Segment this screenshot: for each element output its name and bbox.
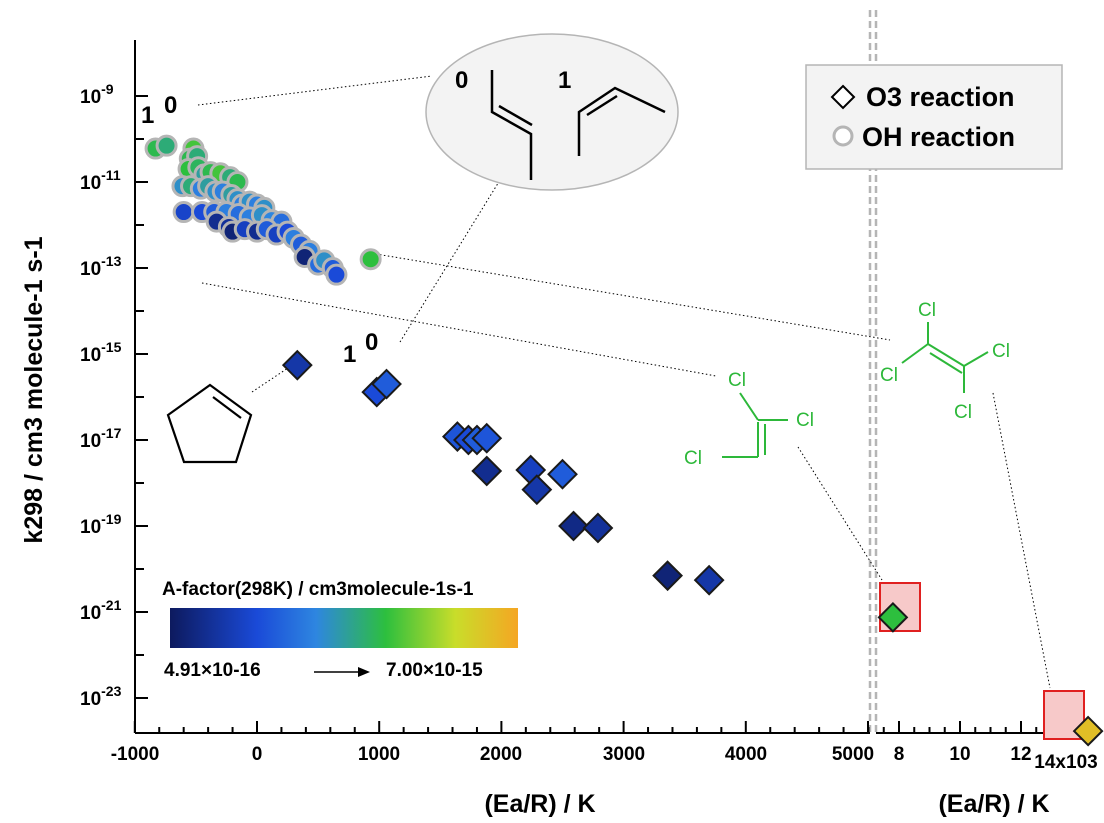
x-tick-label: 5000 [832, 744, 874, 765]
x-ticks [133, 721, 1083, 733]
x-axis-title-left: (Ea/R) / K [484, 790, 595, 818]
structure-bubble [425, 33, 679, 191]
o3-data-point [521, 474, 553, 506]
x-tick-label: 8 [894, 744, 905, 765]
tetrachloroethylene-structure: Cl Cl Cl Cl [880, 300, 1010, 423]
colorbar-title: A-factor(298K) / cm3molecule-1s-1 [162, 579, 474, 600]
oh-data-point [172, 201, 195, 224]
point-label: 0 [164, 92, 177, 119]
colorbar-min-label: 4.91×10-16 [164, 660, 261, 681]
cl-label: Cl [918, 300, 936, 321]
structure-label: 0 [455, 67, 468, 94]
cl-label: Cl [992, 341, 1010, 362]
point-label: 0 [365, 329, 378, 356]
o3-data-point [652, 560, 684, 592]
y-tick-label: 10-13 [80, 253, 122, 280]
diamond-marker-icon [830, 84, 856, 110]
arrow-head-icon [358, 667, 370, 677]
x-tick-label: 0 [252, 744, 263, 765]
o3-data-point [582, 512, 614, 544]
oh-points [144, 134, 382, 286]
x-tick-label: -1000 [111, 744, 160, 765]
y-tick-label: 10-21 [80, 597, 122, 624]
o3-data-point [877, 601, 909, 633]
legend-label-oh: OH reaction [862, 122, 1015, 152]
o3-data-point [547, 458, 578, 490]
y-tick-label: 10-9 [80, 81, 114, 108]
butene-structures: 0 1 [425, 33, 679, 191]
colorbar-max-label: 7.00×10-15 [386, 660, 483, 681]
colorbar: A-factor(298K) / cm3molecule-1s-1 4.91×1… [162, 579, 518, 681]
y-ticks [135, 95, 148, 699]
legend-box [805, 64, 1063, 170]
axes [133, 10, 1090, 734]
x-tick-label: 3000 [603, 744, 645, 765]
cl-label: Cl [880, 365, 898, 386]
x-tick-label: 4000 [725, 744, 767, 765]
x-axis-title-right: (Ea/R) / K [938, 790, 1049, 818]
o3-data-point [471, 455, 503, 487]
oh-data-point [155, 134, 178, 157]
o3-data-point [371, 368, 402, 400]
x-tick-label: 10 [949, 744, 970, 765]
y-tick-label: 10-11 [80, 167, 121, 194]
circle-marker-icon [832, 125, 854, 147]
o3-data-point [558, 510, 589, 542]
o3-data-point [1072, 715, 1104, 747]
x-tick-label: 2000 [480, 744, 522, 765]
y-tick-labels: 10-9 10-11 10-13 10-15 10-17 10-19 10-21… [80, 81, 122, 710]
y-tick-label: 10-19 [80, 511, 122, 538]
y-axis-title: k298 / cm3 molecule-1 s-1 [20, 236, 48, 543]
cis-butene-bond [577, 86, 666, 156]
oh-data-point [325, 263, 348, 286]
y-tick-label: 10-17 [80, 425, 122, 452]
cl-label: Cl [728, 370, 746, 391]
cl-label: Cl [954, 402, 972, 423]
trichloroethylene-structure: Cl Cl Cl [684, 370, 814, 469]
trans-butene-bond [490, 70, 533, 180]
o3-points [281, 349, 1104, 747]
cyclopentene-structure [166, 383, 253, 464]
point-label: 1 [141, 102, 154, 129]
o3-data-point [693, 564, 725, 596]
y-tick-label: 10-15 [80, 339, 122, 366]
x-tick-labels: -1000 0 1000 2000 3000 4000 5000 8 10 12… [111, 744, 1098, 773]
point-label: 1 [343, 341, 356, 368]
x-tick-label: 12 [1010, 744, 1031, 765]
legend-label-o3: O3 reaction [866, 82, 1015, 112]
oh-data-point [359, 248, 382, 271]
legend: O3 reaction OH reaction [805, 64, 1063, 170]
o3-data-point [471, 422, 503, 454]
cl-label: Cl [684, 448, 702, 469]
x-tick-label: 14x103 [1034, 752, 1097, 773]
structure-label: 1 [558, 67, 571, 94]
y-tick-label: 10-23 [80, 683, 122, 710]
cl-label: Cl [796, 410, 814, 431]
x-tick-label: 1000 [358, 744, 400, 765]
colorbar-gradient [170, 608, 518, 648]
o3-data-point [281, 349, 313, 381]
